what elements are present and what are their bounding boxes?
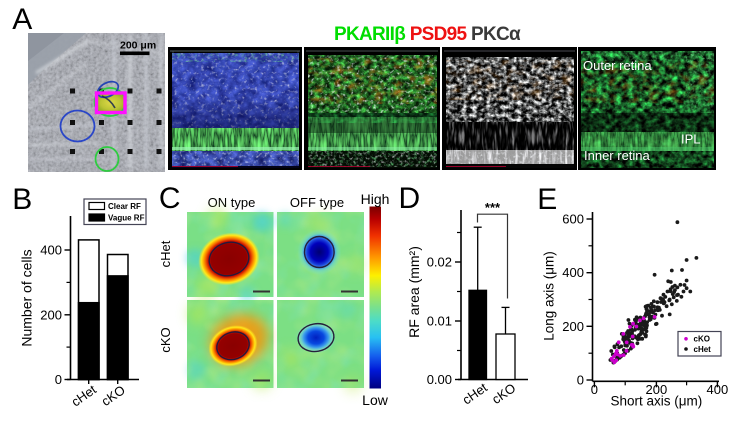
svg-text:OFF type: OFF type [290, 195, 344, 210]
svg-text:cKO: cKO [694, 335, 710, 344]
svg-text:High: High [361, 191, 390, 207]
svg-text:Number of cells: Number of cells [19, 249, 35, 346]
svg-text:Vague RF: Vague RF [108, 214, 145, 223]
svg-text:400: 400 [707, 382, 729, 397]
svg-text:cHet: cHet [459, 380, 490, 408]
svg-text:IPL: IPL [681, 132, 701, 147]
svg-text:0: 0 [591, 382, 598, 397]
svg-text:Long axis (μm): Long axis (μm) [542, 251, 557, 341]
svg-text:RF area (mm²): RF area (mm²) [406, 246, 422, 338]
svg-text:0: 0 [55, 372, 62, 387]
svg-text:ON type: ON type [208, 195, 256, 210]
svg-text:cHet: cHet [694, 345, 712, 354]
svg-text:Short axis (μm): Short axis (μm) [611, 394, 703, 409]
svg-text:cHet: cHet [158, 240, 173, 267]
svg-text:200: 200 [40, 307, 62, 322]
svg-text:cKO: cKO [158, 327, 173, 352]
svg-text:200: 200 [562, 319, 584, 334]
svg-text:400: 400 [562, 265, 584, 280]
svg-text:cHet: cHet [68, 382, 99, 410]
svg-text:Outer retina: Outer retina [583, 58, 652, 73]
svg-text:0: 0 [577, 373, 584, 388]
svg-text:cKO: cKO [489, 380, 518, 407]
svg-text:Inner retina: Inner retina [584, 148, 651, 163]
svg-text:Clear RF: Clear RF [108, 202, 141, 211]
svg-text:Low: Low [362, 392, 389, 408]
svg-text:200 μm: 200 μm [120, 40, 156, 52]
svg-text:cKO: cKO [99, 382, 128, 409]
svg-text:0.02: 0.02 [427, 255, 452, 270]
svg-text:0.00: 0.00 [427, 372, 452, 387]
svg-text:0.01: 0.01 [427, 314, 452, 329]
svg-text:600: 600 [562, 212, 584, 227]
svg-text:200: 200 [646, 382, 668, 397]
svg-text:400: 400 [40, 243, 62, 258]
svg-text:***: *** [485, 200, 501, 215]
